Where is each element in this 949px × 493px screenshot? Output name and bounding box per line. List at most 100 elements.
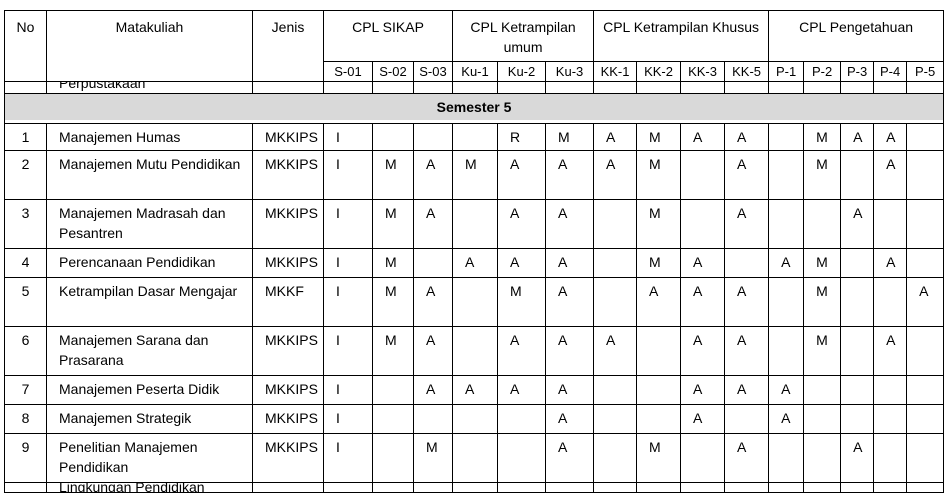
row-number: 8 (4, 404, 47, 434)
partial-box (6, 484, 46, 492)
cpl-mark-text: A (510, 381, 520, 397)
partial-box (908, 484, 943, 492)
row-number-text: 4 (21, 254, 30, 270)
cpl-mark-text (908, 328, 943, 375)
partial-cell (497, 482, 547, 493)
partial-cell (4, 482, 47, 493)
code-header: P-5 (906, 61, 945, 82)
cpl-mark-text: A (606, 156, 616, 172)
cpl-mark-text: A (781, 381, 791, 397)
cpl-mark: A (636, 277, 682, 327)
course-name: Perencanaan Pendidikan (46, 248, 253, 278)
cpl-mark-text (726, 250, 768, 277)
cpl-mark (768, 123, 805, 151)
cpl-mark: M (372, 277, 414, 327)
course-type: MKKIPS (252, 375, 324, 405)
cpl-mark (906, 248, 945, 278)
header-cell-text: No (16, 19, 35, 35)
cpl-mark-text (595, 435, 636, 482)
partial-cell (873, 482, 908, 493)
cpl-mark-text: A (649, 283, 659, 299)
partial-cell (724, 81, 770, 94)
course-row: 4 Perencanaan Pendidikan MKKIPS I M A A A M A A M A (4, 248, 945, 278)
partial-box (454, 484, 497, 492)
cpl-mark-text: A (886, 254, 896, 270)
cpl-mark-text: A (737, 332, 747, 348)
cpl-mark: A (873, 123, 908, 151)
partial-row: Lingkungan Pendidikan (4, 482, 945, 493)
cpl-mark-text: A (853, 205, 863, 221)
cpl-mark-text: A (886, 129, 896, 145)
partial-cell (252, 482, 324, 493)
course-type: MKKIPS (252, 433, 324, 483)
partial-box (499, 83, 545, 93)
cpl-mark-text: A (737, 439, 747, 455)
code-header-text: Ku-3 (555, 64, 584, 79)
code-header: P-1 (768, 61, 805, 82)
row-number: 1 (4, 123, 47, 151)
cpl-mark (636, 404, 682, 434)
cpl-mark-text: I (336, 410, 340, 426)
cpl-mark-text: R (510, 129, 521, 145)
code-header-text: P-1 (775, 64, 797, 79)
cpl-mark-text: M (649, 205, 661, 221)
row-number-text: 9 (21, 439, 30, 455)
cpl-mark-text (638, 377, 680, 404)
partial-box: Lingkungan Pendidikan (48, 484, 252, 492)
cpl-mark: A (680, 326, 726, 376)
cpl-mark: I (323, 433, 373, 483)
partial-cell (412, 482, 454, 493)
row-number-text: 7 (21, 381, 30, 397)
cpl-mark: A (768, 248, 805, 278)
partial-cell (636, 482, 682, 493)
group-header-text: CPL Ketrampilan umum (470, 19, 576, 55)
cpl-mark-text: A (510, 254, 520, 270)
course-name: Manajemen Madrasah dan Pesantren (46, 199, 253, 249)
partial-box (842, 484, 873, 492)
partial-cell: Perpustakaan (46, 81, 253, 94)
partial-cell (840, 81, 875, 94)
header-cell: Matakuliah (46, 10, 253, 82)
cpl-mark-text (770, 201, 803, 248)
cpl-mark-text: A (693, 332, 703, 348)
cpl-mark-text: A (426, 332, 436, 348)
cpl-mark: A (545, 150, 595, 200)
partial-cell (680, 482, 726, 493)
code-header-text: P-3 (846, 64, 868, 79)
cpl-mark: A (412, 375, 454, 405)
partial-box (6, 83, 46, 93)
cpl-mark (412, 248, 454, 278)
cpl-mark: A (768, 375, 805, 405)
partial-box (547, 484, 593, 492)
cpl-mark-text (374, 377, 413, 404)
partial-box: Perpustakaan (48, 83, 252, 93)
cpl-mark-text: A (558, 156, 568, 172)
cpl-mark (593, 404, 638, 434)
cpl-mark (593, 277, 638, 327)
course-type: MKKIPS (252, 326, 324, 376)
cpl-mark-text: M (465, 156, 477, 172)
cpl-mark-text: M (649, 439, 661, 455)
code-header-text: S-01 (334, 64, 362, 79)
cpl-mark-text (875, 279, 906, 326)
cpl-mark: A (412, 199, 454, 249)
cpl-mark-text: A (919, 283, 929, 299)
cpl-mark (840, 326, 875, 376)
cpl-mark-text: M (816, 254, 828, 270)
cpl-mark (452, 123, 499, 151)
cpl-mark-text (454, 125, 497, 150)
cpl-mark-text: A (465, 381, 475, 397)
cpl-mark-text: A (465, 254, 475, 270)
partial-cell (372, 482, 414, 493)
row-number: 3 (4, 199, 47, 249)
course-row: 3 Manajemen Madrasah dan Pesantren MKKIPS I… (4, 199, 945, 249)
partial-box (415, 484, 452, 492)
cpl-mark: A (545, 248, 595, 278)
cpl-mark: M (636, 199, 682, 249)
code-header: Ku-1 (452, 61, 499, 82)
cpl-mark-text: I (336, 283, 340, 299)
cpl-mark-text: M (426, 439, 438, 455)
cpl-mark-text (454, 279, 497, 326)
cpl-mark: A (497, 199, 547, 249)
course-type: MKKIPS (252, 123, 324, 151)
